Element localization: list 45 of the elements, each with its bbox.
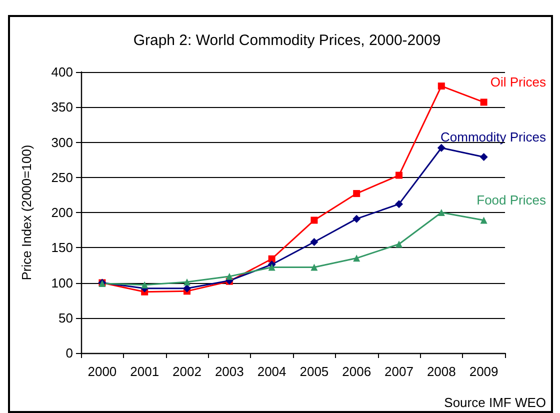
point bbox=[268, 255, 276, 262]
x-tick-label: 2005 bbox=[300, 364, 329, 379]
y-tick-label: 250 bbox=[51, 170, 73, 185]
y-tick-label: 0 bbox=[66, 346, 73, 360]
point bbox=[310, 264, 318, 271]
point bbox=[353, 190, 360, 198]
x-tick-label: 2000 bbox=[88, 364, 117, 379]
y-tick-label: 50 bbox=[58, 310, 73, 326]
x-tick-label: 2009 bbox=[469, 364, 498, 379]
point bbox=[184, 278, 190, 286]
point bbox=[396, 172, 402, 179]
x-tick-label: 2008 bbox=[426, 364, 456, 379]
point bbox=[310, 238, 318, 246]
y-tick-label: 200 bbox=[51, 205, 73, 220]
point bbox=[438, 209, 445, 216]
point bbox=[480, 216, 488, 224]
chart-title: Graph 2: World Commodity Prices, 2000-2009 bbox=[133, 32, 441, 49]
point bbox=[438, 82, 445, 90]
point bbox=[437, 144, 446, 152]
series-label: Commodity Prices bbox=[440, 130, 546, 145]
point bbox=[396, 240, 402, 248]
y-axis-title: Price Index (2000=100) bbox=[19, 144, 34, 280]
point bbox=[268, 264, 276, 271]
x-tick-label: 2007 bbox=[384, 364, 414, 379]
point bbox=[226, 272, 233, 280]
series-label: Oil Prices bbox=[490, 74, 546, 90]
x-tick-label: 2004 bbox=[257, 364, 286, 379]
y-tick-label: 100 bbox=[51, 275, 73, 290]
point bbox=[353, 254, 360, 262]
point bbox=[480, 98, 488, 106]
source-note: Source IMF WEO bbox=[444, 395, 546, 410]
point bbox=[141, 281, 148, 288]
x-tick-label: 2001 bbox=[130, 364, 160, 379]
series-label: Food Prices bbox=[476, 192, 546, 208]
point bbox=[352, 214, 361, 223]
x-tick-label: 2006 bbox=[342, 364, 372, 379]
point bbox=[395, 200, 403, 208]
y-tick-label: 400 bbox=[51, 64, 73, 80]
x-tick-label: 2003 bbox=[214, 364, 244, 379]
point bbox=[310, 216, 318, 224]
x-tick-label: 2002 bbox=[172, 364, 202, 379]
y-tick-label: 350 bbox=[51, 100, 73, 115]
y-tick-label: 150 bbox=[51, 240, 73, 256]
y-tick-label: 300 bbox=[51, 134, 73, 150]
point bbox=[480, 153, 488, 162]
